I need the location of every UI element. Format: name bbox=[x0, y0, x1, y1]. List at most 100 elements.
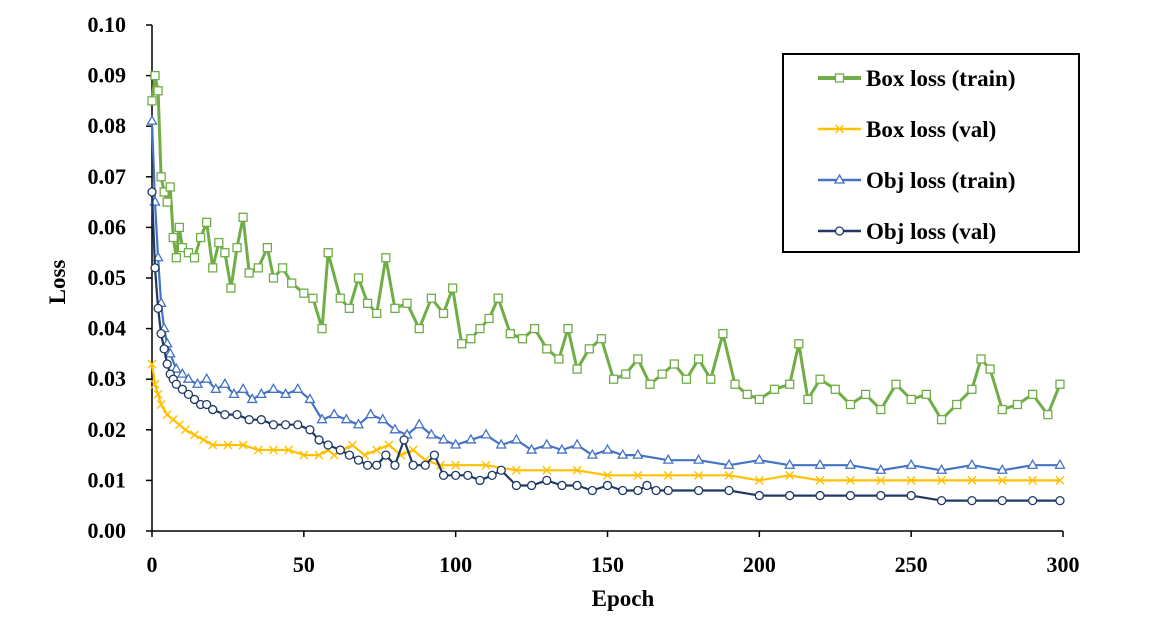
y-tick-label: 0.10 bbox=[88, 12, 127, 37]
data-point bbox=[183, 389, 194, 400]
data-point bbox=[996, 463, 1008, 474]
data-point bbox=[299, 450, 309, 460]
data-point bbox=[967, 475, 977, 485]
data-point bbox=[451, 460, 461, 470]
data-point bbox=[1028, 475, 1038, 485]
y-tick-label: 0.07 bbox=[88, 164, 127, 189]
data-point bbox=[662, 453, 674, 464]
data-point bbox=[693, 354, 704, 364]
data-point bbox=[384, 440, 394, 450]
data-point bbox=[571, 438, 583, 449]
data-point bbox=[602, 480, 613, 491]
data-point bbox=[1027, 495, 1038, 506]
data-point bbox=[353, 273, 364, 283]
data-point bbox=[753, 453, 765, 464]
data-point bbox=[180, 425, 190, 435]
data-point bbox=[1055, 379, 1065, 389]
data-point bbox=[191, 377, 204, 388]
data-point bbox=[176, 367, 188, 378]
data-point bbox=[876, 404, 886, 415]
data-point bbox=[1054, 458, 1066, 469]
data-point bbox=[876, 490, 886, 501]
data-point bbox=[447, 283, 458, 293]
data-point bbox=[390, 303, 400, 314]
data-point bbox=[572, 364, 582, 374]
data-point bbox=[587, 485, 597, 496]
data-point bbox=[323, 248, 333, 258]
data-point bbox=[372, 308, 382, 319]
data-point bbox=[542, 344, 552, 354]
data-point bbox=[718, 329, 728, 339]
data-point bbox=[754, 475, 764, 485]
data-point bbox=[171, 379, 181, 389]
data-point bbox=[621, 369, 631, 379]
data-point bbox=[693, 485, 704, 496]
data-point bbox=[976, 354, 986, 364]
data-point bbox=[633, 470, 643, 480]
data-point bbox=[997, 404, 1007, 415]
data-point bbox=[232, 409, 242, 420]
data-point bbox=[174, 222, 184, 233]
data-point bbox=[408, 460, 418, 470]
data-point bbox=[335, 445, 345, 455]
data-point bbox=[287, 278, 297, 288]
data-point bbox=[584, 344, 594, 354]
data-point bbox=[952, 399, 962, 410]
y-tick-label: 0.02 bbox=[88, 417, 127, 442]
data-point bbox=[997, 475, 1007, 485]
data-point bbox=[292, 382, 304, 393]
data-point bbox=[268, 445, 278, 455]
data-point bbox=[830, 384, 840, 394]
x-tick-label: 200 bbox=[743, 552, 776, 577]
data-point bbox=[277, 263, 288, 273]
data-point bbox=[189, 394, 200, 405]
data-point bbox=[189, 253, 200, 263]
data-point bbox=[304, 393, 316, 404]
data-point bbox=[255, 388, 267, 399]
data-point bbox=[572, 480, 582, 491]
data-point bbox=[966, 458, 978, 469]
data-point bbox=[202, 399, 212, 410]
data-point bbox=[365, 408, 377, 419]
data-point bbox=[280, 420, 291, 430]
data-point bbox=[769, 384, 780, 394]
data-point bbox=[214, 237, 224, 248]
x-tick-label: 50 bbox=[293, 552, 315, 577]
data-point bbox=[484, 313, 494, 324]
data-point bbox=[362, 460, 373, 470]
data-point bbox=[785, 470, 795, 480]
data-point bbox=[168, 415, 178, 425]
legend-swatch-marker bbox=[833, 173, 846, 184]
data-point bbox=[475, 475, 485, 486]
data-point bbox=[147, 96, 157, 106]
data-point bbox=[526, 480, 537, 491]
data-point bbox=[390, 460, 400, 470]
data-point bbox=[657, 369, 667, 379]
data-point bbox=[905, 458, 917, 469]
data-point bbox=[542, 465, 552, 475]
data-point bbox=[372, 460, 382, 470]
data-point bbox=[642, 480, 652, 491]
data-point bbox=[293, 420, 303, 430]
data-point bbox=[208, 263, 218, 273]
data-point bbox=[525, 443, 538, 454]
data-point bbox=[170, 362, 182, 373]
data-point bbox=[381, 253, 391, 263]
data-point bbox=[208, 440, 218, 450]
data-point bbox=[556, 443, 568, 454]
data-point bbox=[153, 303, 163, 314]
data-point bbox=[244, 268, 254, 278]
data-point bbox=[603, 470, 612, 480]
data-point bbox=[815, 374, 825, 384]
data-point bbox=[268, 273, 279, 283]
legend-label: Obj loss (val) bbox=[866, 219, 996, 244]
x-tick-label: 250 bbox=[895, 552, 928, 577]
data-point bbox=[586, 448, 598, 459]
legend-item-4: Obj loss (val) bbox=[818, 219, 996, 244]
data-point bbox=[253, 263, 263, 273]
data-point bbox=[517, 334, 528, 344]
data-point bbox=[815, 490, 825, 501]
data-point bbox=[572, 465, 582, 475]
data-point bbox=[450, 438, 462, 449]
data-point bbox=[237, 382, 249, 393]
